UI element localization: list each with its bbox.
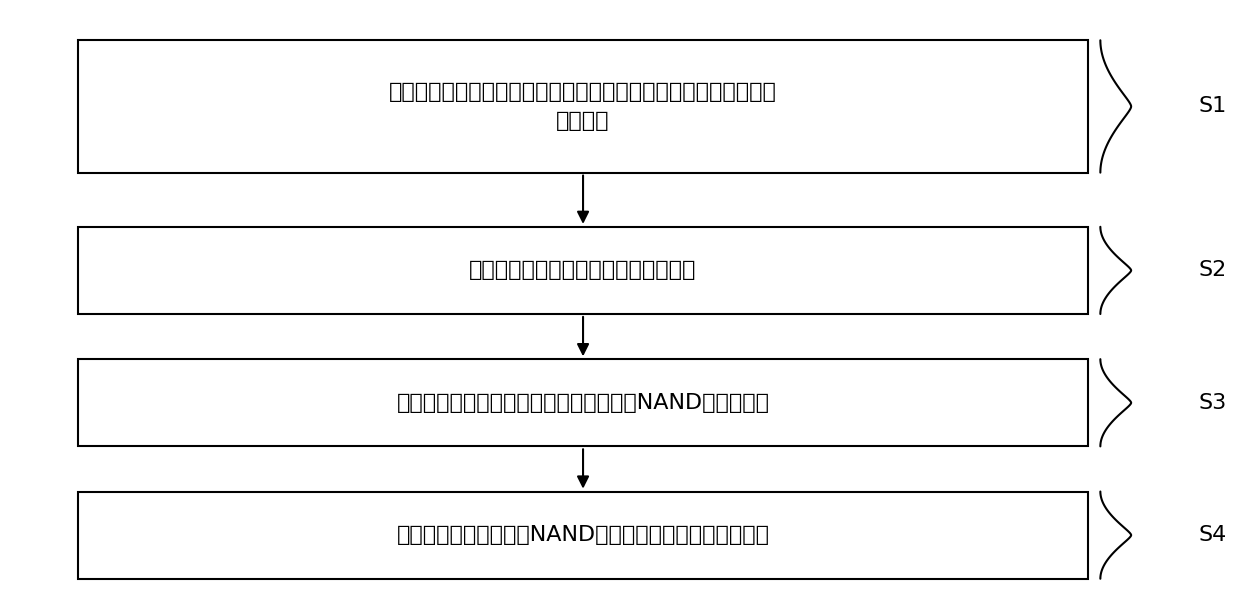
Text: S3: S3 bbox=[1199, 393, 1228, 413]
Text: S2: S2 bbox=[1199, 260, 1228, 281]
FancyBboxPatch shape bbox=[78, 227, 1087, 314]
Text: S4: S4 bbox=[1199, 525, 1228, 545]
FancyBboxPatch shape bbox=[78, 40, 1087, 173]
Text: 于所述多个外围器件上形成底部连接层: 于所述多个外围器件上形成底部连接层 bbox=[470, 260, 697, 281]
FancyBboxPatch shape bbox=[78, 492, 1087, 579]
Text: S1: S1 bbox=[1199, 96, 1228, 117]
FancyBboxPatch shape bbox=[78, 359, 1087, 447]
Text: 于所述底部连接层上形成至少两个平面型NAND无结闪存串: 于所述底部连接层上形成至少两个平面型NAND无结闪存串 bbox=[397, 393, 770, 413]
Text: 于所述至少两个平面型NAND无结闪存串上形成后段互连层: 于所述至少两个平面型NAND无结闪存串上形成后段互连层 bbox=[397, 525, 770, 545]
Text: 提供沿水平方向延伸的半导体衬底，所述半导体衬底上形成有多个
外围器件: 提供沿水平方向延伸的半导体衬底，所述半导体衬底上形成有多个 外围器件 bbox=[389, 82, 777, 131]
